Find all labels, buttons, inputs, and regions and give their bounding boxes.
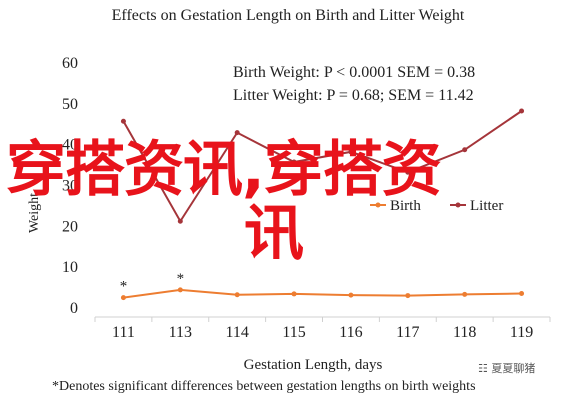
significance-mark: * (120, 279, 128, 295)
significance-mark: * (177, 271, 185, 287)
x-axis-label: Gestation Length, days (244, 357, 383, 373)
x-tick-label: 116 (339, 324, 362, 341)
legend-label-birth: Birth (390, 198, 421, 214)
y-tick-label: 0 (70, 300, 78, 317)
data-point-birth (177, 287, 183, 293)
data-point-birth (234, 292, 240, 298)
x-tick-label: 113 (169, 324, 192, 341)
data-point-birth (291, 291, 297, 297)
data-point-litter (462, 147, 468, 153)
x-tick-label: 118 (453, 324, 476, 341)
legend-marker-litter (455, 202, 461, 208)
data-point-litter (348, 149, 354, 155)
legend: Birth Litter (370, 198, 503, 214)
data-point-birth (120, 295, 126, 301)
x-tick-label: 111 (112, 324, 135, 341)
x-tick-label: 114 (225, 324, 248, 341)
series-lines (120, 108, 525, 301)
x-tick-label: 119 (510, 324, 533, 341)
data-point-litter (177, 218, 183, 224)
legend-label-litter: Litter (470, 198, 503, 214)
data-point-birth (348, 292, 354, 298)
data-point-litter (120, 118, 126, 124)
series-line-birth (123, 288, 522, 299)
legend-marker-birth (375, 202, 381, 208)
y-tick-label: 10 (62, 259, 78, 276)
x-axis: 111 113 114 115 116 117 118 119 (94, 316, 551, 341)
chart-title: Effects on Gestation Length on Birth and… (112, 7, 465, 24)
x-tick-label: 117 (396, 324, 419, 341)
significance-marks: * * (120, 271, 184, 295)
data-point-litter (519, 108, 525, 114)
annotation-litter: Litter Weight: P = 0.68; SEM = 11.42 (233, 87, 474, 104)
y-axis: 0 10 20 30 40 50 60 (62, 55, 78, 317)
y-tick-label: 30 (62, 178, 78, 195)
data-point-birth (462, 291, 468, 297)
y-tick-label: 20 (62, 218, 78, 235)
y-axis-label: Weight (27, 193, 42, 233)
footnote: *Denotes significant differences between… (52, 379, 476, 394)
data-point-birth (519, 291, 525, 297)
y-tick-label: 50 (62, 96, 78, 113)
x-tick-label: 115 (282, 324, 305, 341)
y-tick-label: 40 (62, 137, 78, 154)
y-tick-label: 60 (62, 55, 78, 72)
data-point-litter (234, 130, 240, 136)
data-point-litter (291, 159, 297, 165)
data-point-birth (405, 293, 411, 299)
annotation-birth: Birth Weight: P < 0.0001 SEM = 0.38 (233, 64, 475, 81)
series-line-litter (122, 110, 523, 224)
data-point-litter (405, 169, 411, 175)
